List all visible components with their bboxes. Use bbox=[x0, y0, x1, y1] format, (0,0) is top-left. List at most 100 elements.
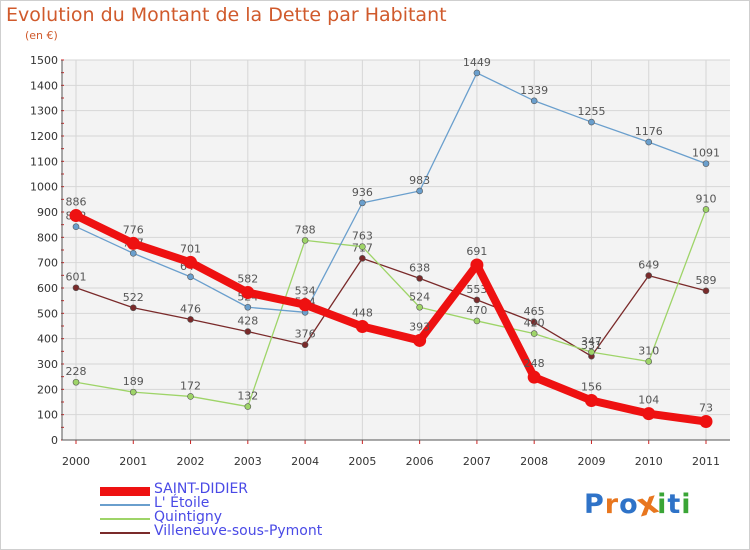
data-point bbox=[187, 273, 194, 281]
data-label: 470 bbox=[466, 304, 487, 317]
data-label: 1449 bbox=[463, 56, 491, 69]
data-label: 522 bbox=[123, 291, 144, 304]
data-label: 104 bbox=[638, 394, 659, 407]
data-label: 691 bbox=[466, 245, 487, 258]
data-point bbox=[473, 317, 481, 325]
data-point bbox=[72, 378, 80, 386]
y-tick-label: 600 bbox=[37, 282, 58, 295]
data-label: 132 bbox=[237, 390, 258, 403]
legend-swatch bbox=[100, 532, 150, 534]
data-label: 228 bbox=[66, 365, 87, 378]
data-point bbox=[416, 187, 423, 195]
data-point bbox=[470, 258, 484, 272]
data-label: 788 bbox=[295, 223, 316, 236]
data-label: 936 bbox=[352, 186, 373, 199]
data-point bbox=[584, 393, 598, 407]
legend-swatch bbox=[100, 504, 150, 506]
y-tick-label: 900 bbox=[37, 206, 58, 219]
y-tick-label: 1300 bbox=[30, 105, 58, 118]
data-point bbox=[645, 272, 653, 279]
data-point bbox=[72, 223, 80, 230]
data-point bbox=[473, 69, 481, 77]
y-tick-label: 500 bbox=[37, 307, 58, 320]
data-label: 331 bbox=[581, 339, 602, 352]
data-point bbox=[126, 236, 140, 250]
logo-letter: t bbox=[667, 489, 682, 520]
x-tick-label: 2002 bbox=[177, 455, 205, 468]
x-tick-label: 2001 bbox=[119, 455, 147, 468]
data-label: 983 bbox=[409, 174, 430, 187]
data-point bbox=[702, 160, 710, 167]
data-label: 1091 bbox=[692, 147, 720, 160]
data-label: 601 bbox=[66, 271, 87, 284]
y-tick-label: 1000 bbox=[30, 181, 58, 194]
legend-swatch bbox=[100, 518, 150, 520]
legend-label: Villeneuve-sous-Pymont bbox=[154, 523, 323, 539]
data-point bbox=[301, 237, 309, 244]
data-point bbox=[244, 328, 252, 335]
data-label: 582 bbox=[237, 273, 258, 286]
data-label: 886 bbox=[66, 196, 87, 209]
y-tick-label: 700 bbox=[37, 257, 58, 270]
data-label: 420 bbox=[524, 317, 545, 330]
data-point bbox=[301, 341, 309, 349]
data-label: 465 bbox=[524, 305, 545, 318]
x-tick-label: 2003 bbox=[234, 455, 262, 468]
data-label: 189 bbox=[123, 375, 144, 388]
data-label: 73 bbox=[699, 402, 713, 415]
data-label: 649 bbox=[638, 259, 659, 272]
data-point bbox=[699, 415, 713, 429]
data-point bbox=[530, 97, 538, 105]
x-tick-label: 2000 bbox=[62, 455, 90, 468]
legend-swatch bbox=[100, 486, 150, 496]
data-label: 638 bbox=[409, 261, 430, 274]
x-tick-label: 2011 bbox=[692, 455, 720, 468]
y-tick-label: 300 bbox=[37, 358, 58, 371]
data-label: 248 bbox=[524, 357, 545, 370]
x-tick-label: 2007 bbox=[463, 455, 491, 468]
logo-letter: o bbox=[619, 489, 639, 520]
data-point bbox=[642, 407, 656, 421]
data-label: 156 bbox=[581, 380, 602, 393]
data-label: 1339 bbox=[520, 84, 548, 97]
x-tick-label: 2004 bbox=[291, 455, 319, 468]
data-point bbox=[645, 358, 653, 365]
data-label: 310 bbox=[638, 344, 659, 357]
logo-letter: r bbox=[604, 489, 620, 520]
data-point bbox=[359, 243, 366, 251]
logo-letter: i bbox=[657, 489, 668, 520]
data-label: 428 bbox=[237, 315, 258, 328]
data-point bbox=[355, 320, 369, 334]
x-tick-label: 2005 bbox=[348, 455, 376, 468]
data-label: 347 bbox=[581, 335, 602, 348]
legend-label: L' Étoile bbox=[154, 495, 210, 511]
logo-letter: i bbox=[681, 489, 692, 520]
data-point bbox=[473, 296, 481, 304]
data-point bbox=[416, 303, 423, 311]
data-point bbox=[298, 298, 312, 312]
legend-label: Quintigny bbox=[154, 509, 223, 525]
x-tick-label: 2009 bbox=[577, 455, 605, 468]
data-label: 1176 bbox=[635, 125, 663, 138]
data-point bbox=[530, 330, 538, 337]
data-point bbox=[413, 333, 427, 347]
series-line-saint-didier bbox=[72, 211, 710, 426]
data-label: 776 bbox=[123, 223, 144, 236]
data-point bbox=[645, 138, 653, 146]
y-tick-label: 0 bbox=[51, 434, 58, 447]
data-label: 393 bbox=[409, 320, 430, 333]
y-tick-label: 400 bbox=[37, 333, 58, 346]
data-point bbox=[129, 249, 137, 257]
plot-area bbox=[62, 60, 730, 440]
data-label: 524 bbox=[409, 290, 430, 303]
y-tick-label: 1500 bbox=[30, 54, 58, 67]
series-line-villeneuve-sous-pymont bbox=[75, 257, 707, 357]
data-point bbox=[187, 393, 194, 400]
data-label: 534 bbox=[295, 285, 316, 298]
y-tick-label: 1400 bbox=[30, 79, 58, 92]
data-point bbox=[129, 388, 137, 396]
data-point bbox=[416, 275, 423, 282]
data-point bbox=[527, 370, 541, 384]
legend-label: SAINT-DIDIER bbox=[154, 481, 249, 497]
